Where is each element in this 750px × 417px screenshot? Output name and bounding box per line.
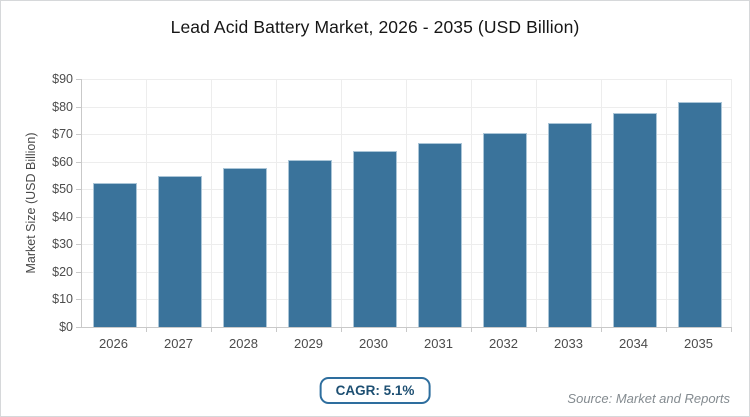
gridline-vertical: [536, 79, 537, 327]
source-note: Source: Market and Reports: [567, 391, 730, 406]
x-tick-label: 2035: [684, 336, 713, 351]
y-axis-tick: [76, 216, 81, 218]
bar-2028: [222, 168, 267, 327]
x-axis-tick: [601, 328, 602, 332]
x-axis-tick: [471, 328, 472, 332]
gridline-horizontal: [82, 244, 732, 246]
cagr-badge-label: CAGR: 5.1%: [335, 383, 415, 398]
x-tick-label: 2034: [619, 336, 648, 351]
x-tick-label: 2026: [99, 336, 128, 351]
gridline-horizontal: [82, 216, 732, 218]
gridline-vertical: [276, 79, 277, 327]
x-tick-label: 2033: [554, 336, 583, 351]
y-tick-label: $30: [52, 237, 73, 252]
gridline-horizontal: [82, 161, 732, 163]
y-axis-tick: [76, 189, 81, 191]
cagr-badge: CAGR: 5.1%: [319, 377, 431, 404]
y-axis-tick: [76, 327, 81, 328]
gridline-horizontal: [82, 189, 732, 191]
y-tick-label: $10: [52, 292, 73, 307]
bar-2035: [677, 101, 722, 327]
bar-2034: [612, 112, 657, 327]
y-axis-tick-labels: $0 $10 $20 $30 $40 $50 $60 $70 $80 $90: [1, 72, 73, 334]
bar-2029: [287, 160, 332, 327]
gridline-vertical: [471, 79, 472, 327]
x-axis-tick: [211, 328, 212, 332]
x-axis-tick: [146, 328, 147, 332]
gridline-vertical: [731, 79, 732, 327]
bar-2027: [157, 175, 202, 327]
gridline-vertical: [406, 79, 407, 327]
x-axis-tick: [341, 328, 342, 332]
x-axis-tick: [731, 328, 732, 332]
bar-2030: [352, 151, 397, 327]
y-axis-tick: [76, 134, 81, 136]
plot-area: [76, 79, 732, 332]
y-tick-label: $0: [59, 320, 73, 334]
bar-2032: [482, 133, 527, 327]
x-tick-label: 2030: [359, 336, 388, 351]
gridline-vertical: [211, 79, 212, 327]
y-tick-label: $20: [52, 264, 73, 279]
bar-2031: [417, 142, 462, 327]
gridline-horizontal: [82, 106, 732, 108]
gridline-vertical: [601, 79, 602, 327]
gridline-horizontal: [82, 79, 732, 80]
x-axis-tick: [406, 328, 407, 332]
bar-2033: [547, 123, 592, 327]
x-tick-label: 2028: [229, 336, 258, 351]
y-tick-label: $90: [52, 72, 73, 86]
x-tick-label: 2031: [424, 336, 453, 351]
y-tick-label: $80: [52, 99, 73, 114]
y-axis-tick: [76, 161, 81, 163]
gridline-vertical: [666, 79, 667, 327]
y-tick-label: $70: [52, 127, 73, 142]
gridline-horizontal: [82, 134, 732, 136]
y-axis-tick: [76, 106, 81, 108]
gridline-vertical: [146, 79, 147, 327]
x-tick-label: 2027: [164, 336, 193, 351]
y-axis-tick: [76, 299, 81, 301]
x-axis-tick: [666, 328, 667, 332]
x-tick-label: 2032: [489, 336, 518, 351]
gridline-vertical: [341, 79, 342, 327]
x-axis-labels: 2026 2027 2028 2029 2030 2031 2032 2033 2034 2035: [81, 336, 731, 354]
y-tick-label: $40: [52, 209, 73, 224]
y-axis-tick: [76, 79, 81, 80]
y-tick-label: $50: [52, 182, 73, 197]
y-axis-tick: [76, 271, 81, 273]
y-axis-tick: [76, 244, 81, 246]
gridline-horizontal: [82, 299, 732, 301]
x-tick-label: 2029: [294, 336, 323, 351]
gridline-horizontal: [82, 271, 732, 273]
chart-title: Lead Acid Battery Market, 2026 - 2035 (U…: [170, 17, 580, 37]
x-axis-tick: [536, 328, 537, 332]
x-axis-tick: [276, 328, 277, 332]
y-tick-label: $60: [52, 154, 73, 169]
bar-2026: [92, 183, 137, 327]
